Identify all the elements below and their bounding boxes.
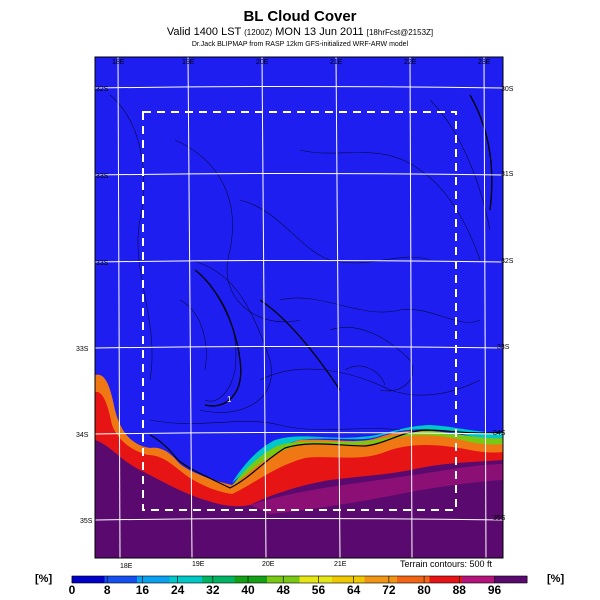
colorbar-swatch	[397, 576, 430, 583]
map-frame	[94, 56, 504, 559]
colorbar-tick-label: 32	[206, 583, 220, 597]
right-lat-label: 34S	[493, 430, 506, 437]
left-lat-label: 33S	[96, 260, 109, 267]
colorbar-swatch	[364, 576, 398, 583]
top-lon-label: 22E	[404, 59, 417, 66]
colorbar-tick-label: 40	[241, 583, 255, 597]
bottom-lon-label: 21E	[334, 561, 347, 568]
bottom-longitude-labels: 18E 19E 20E 21E	[120, 561, 347, 570]
inner-domain-box	[142, 111, 457, 511]
top-lon-label: 18E	[112, 59, 125, 66]
colorbar-swatch	[137, 576, 170, 583]
colorbar-swatch	[429, 576, 463, 583]
colorbar-swatch	[494, 576, 528, 583]
left-lat-label: 33S	[76, 346, 89, 353]
colorbar-tick-label: 8	[104, 583, 111, 597]
colorbar-swatch	[332, 576, 365, 583]
coastal-fringe	[232, 425, 503, 483]
colorbar-tick-label: 64	[347, 583, 361, 597]
terrain-contours-major	[194, 94, 493, 407]
valid-time-main: Valid 1400 LST	[166, 26, 242, 38]
left-latitude-labels: 32S 33S 33S 33S 34S 35S	[76, 86, 109, 525]
top-lon-label: 21E	[330, 59, 343, 66]
top-lon-label: 23E	[478, 59, 491, 66]
colorbar-swatch	[169, 576, 203, 583]
left-lat-label: 33S	[96, 173, 109, 180]
valid-time-line: Valid 1400 LST (1200Z) MON 13 Jun 2011 […	[0, 26, 600, 38]
right-lat-label: 31S	[501, 171, 514, 178]
colorbar-tick-label: 88	[453, 583, 467, 597]
left-lat-label: 35S	[80, 518, 93, 525]
colorbar-unit-right: [%]	[547, 573, 565, 585]
left-lat-label: 32S	[96, 86, 109, 93]
source-line: Dr.Jack BLIPMAP from RASP 12km GFS-initi…	[191, 41, 409, 48]
colorbar-swatch	[202, 576, 235, 583]
colorbar-tick-label: 96	[488, 583, 502, 597]
colorbar-unit-left: [%]	[35, 573, 53, 585]
colorbar-swatch	[462, 576, 495, 583]
bottom-lon-label: 18E	[120, 563, 133, 570]
top-longitude-labels: 18E 19E 20E 21E 22E 23E	[112, 59, 491, 66]
colorbar-tick-label: 16	[136, 583, 150, 597]
terrain-contours	[109, 94, 491, 431]
colorbar-tick-label: 80	[417, 583, 431, 597]
terrain-contour-note: Terrain contours: 500 ft	[400, 559, 493, 569]
bottom-lon-label: 19E	[192, 561, 205, 568]
bottom-lon-label: 20E	[262, 561, 275, 568]
colorbar-frame	[71, 575, 528, 584]
map-title: BL Cloud Cover	[243, 8, 357, 25]
top-lon-label: 20E	[256, 59, 269, 66]
coastline	[149, 429, 503, 489]
colorbar-tick-label: 0	[69, 583, 76, 597]
valid-time-zulu: (1200Z)	[244, 28, 273, 37]
ocean-gradient-magenta	[250, 464, 503, 514]
valid-date: MON 13 Jun 2011	[275, 26, 364, 38]
right-lat-label: 32S	[501, 258, 514, 265]
colorbar-swatch	[104, 576, 138, 583]
forecast-info: [18hrFcst@2153Z]	[366, 28, 434, 37]
colorbar-swatch	[72, 576, 105, 583]
colorbar-tick-label: 56	[312, 583, 326, 597]
right-lat-label: 30S	[501, 86, 514, 93]
top-lon-label: 19E	[182, 59, 195, 66]
right-lat-label: 33S	[497, 344, 510, 351]
colorbar-tick-label: 72	[382, 583, 396, 597]
right-lat-label: 35S	[493, 515, 506, 522]
colorbar-swatch	[234, 576, 268, 583]
colorbar-tick-label: 48	[277, 583, 291, 597]
colorbar: 0 8 16 24 32 40 48 56 64 72 80 88 96	[69, 575, 528, 597]
colorbar-tick-label: 24	[171, 583, 185, 597]
graticule	[95, 57, 503, 558]
right-latitude-labels: 30S 31S 32S 33S 34S 35S	[493, 86, 514, 522]
left-lat-label: 34S	[76, 432, 89, 439]
spot-label: 1	[227, 395, 232, 404]
colorbar-swatch	[299, 576, 333, 583]
